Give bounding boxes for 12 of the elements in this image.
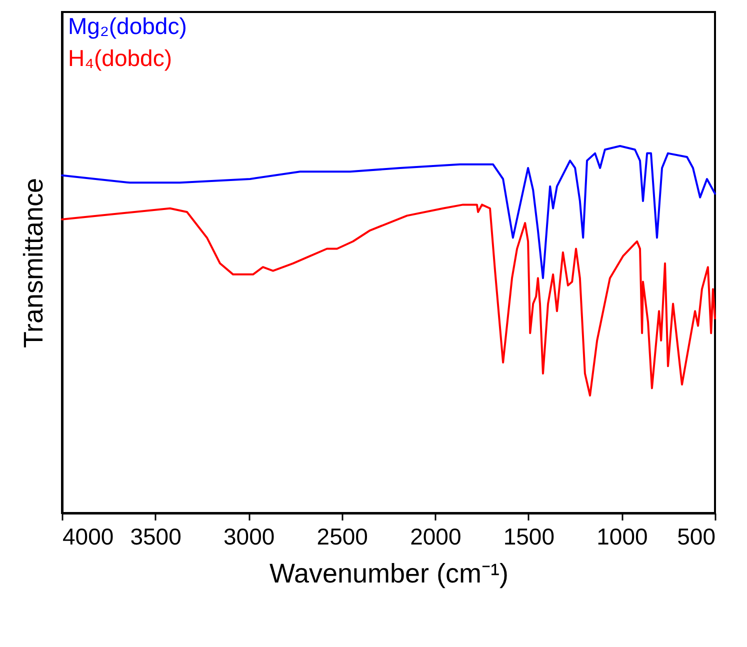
x-tick-label: 3500 — [130, 524, 182, 550]
x-tick-label: 2000 — [410, 524, 462, 550]
x-tick-label: 1500 — [503, 524, 555, 550]
x-tick-label: 4000 — [62, 524, 114, 550]
x-tick-label: 1000 — [596, 524, 648, 550]
x-tick-label: 2500 — [316, 524, 368, 550]
text: Mg₂(dobdc) — [68, 13, 187, 39]
x-axis-title: Wavenumber (cm⁻¹) — [269, 558, 509, 588]
y-axis-title: Transmittance — [18, 178, 48, 348]
x-tick-label: 3000 — [223, 524, 275, 550]
x-tick-label: 500 — [677, 524, 716, 550]
text: H₄(dobdc) — [68, 45, 172, 71]
